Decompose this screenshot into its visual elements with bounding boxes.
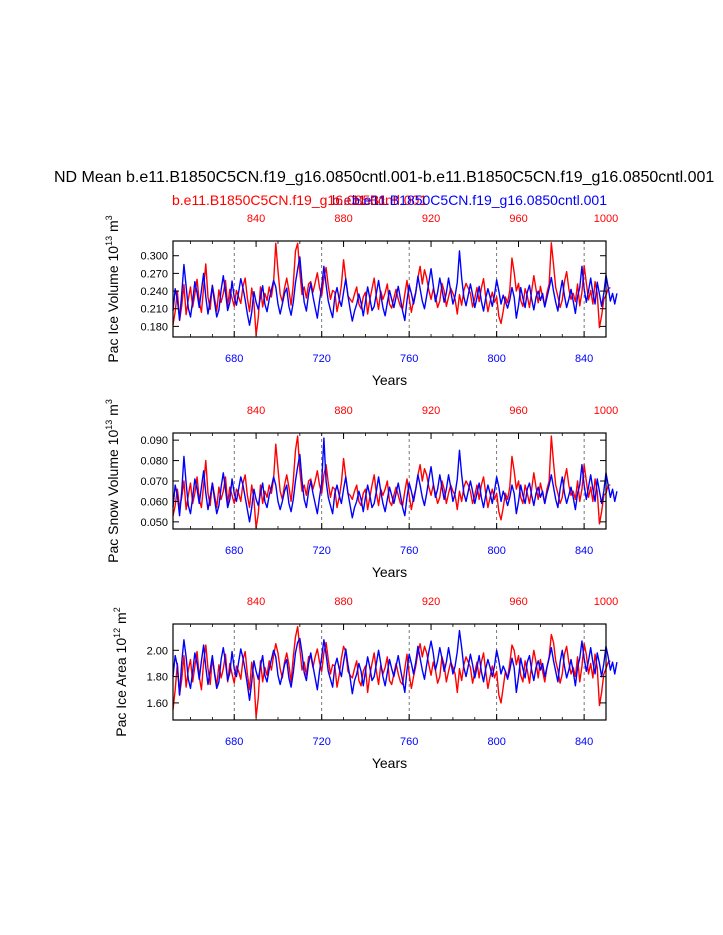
y-axis-label-part: 2	[112, 607, 122, 612]
x-tick-label-bottom: 680	[225, 736, 243, 748]
plot-frame	[172, 240, 607, 338]
subtitle-case1: b.e11.B1850C5CN.f19_g16.0850cntl.001	[172, 192, 427, 208]
x-tick-label-top: 880	[334, 213, 352, 225]
x-axis-label: Years	[372, 755, 407, 771]
x-tick-label-top: 920	[422, 405, 440, 417]
x-tick-label-top: 880	[334, 405, 352, 417]
series-line-case2	[172, 250, 618, 326]
x-tick-label-top: 960	[509, 405, 527, 417]
x-axis-label: Years	[372, 564, 407, 580]
x-tick-label-bottom: 840	[575, 353, 593, 365]
x-tick-label-top: 960	[509, 596, 527, 608]
y-tick-label: 1.60	[147, 698, 168, 710]
x-tick-label-bottom: 720	[313, 736, 331, 748]
y-tick-label: 0.210	[140, 304, 168, 316]
y-axis-label: Pac Ice Area 1012 m2	[112, 607, 129, 736]
y-axis-label-part: Pac Snow Volume 10	[105, 430, 121, 563]
x-tick-label-bottom: 800	[487, 353, 505, 365]
y-axis-label-part: 13	[104, 420, 114, 430]
y-tick-label: 0.270	[140, 268, 168, 280]
y-axis-label-part: 13	[104, 236, 114, 246]
x-tick-label-bottom: 800	[487, 736, 505, 748]
y-axis-label-part: m	[113, 612, 129, 628]
y-tick-label: 0.180	[140, 321, 168, 333]
y-tick-label: 0.090	[140, 435, 168, 447]
panel-3: 680 720 760 800 840 840 880 920 960 1000 2.00 1.80 1…	[112, 596, 618, 771]
x-tick-label-bottom: 720	[313, 353, 331, 365]
y-tick-label: 0.060	[140, 496, 168, 508]
series-line-case1	[172, 435, 611, 529]
y-tick-label: 0.070	[140, 476, 168, 488]
series-line-case1	[172, 625, 611, 719]
y-axis-label-part: m	[105, 404, 121, 420]
subtitle-case2: b.e11.B1850C5CN.f19_g16.0850cntl.001	[352, 192, 607, 208]
x-tick-label-bottom: 840	[575, 736, 593, 748]
series-line-case2	[172, 437, 618, 523]
x-tick-label-bottom: 760	[400, 353, 418, 365]
x-tick-label-bottom: 720	[313, 545, 331, 557]
y-tick-label: 2.00	[147, 645, 168, 657]
x-tick-label-bottom: 800	[487, 545, 505, 557]
subtitle-overlap: b.e11.B1	[332, 192, 387, 208]
x-tick-label-bottom: 680	[225, 545, 243, 557]
panel-2: 680 720 760 800 840 840 880 920 960 1000 0.090 0.08…	[104, 399, 618, 580]
x-tick-label-bottom: 840	[575, 545, 593, 557]
y-axis-label-part: 3	[104, 399, 114, 404]
y-axis-label: Pac Snow Volume 1013 m3	[104, 399, 121, 563]
x-tick-label-top: 840	[247, 596, 265, 608]
plot-frame	[172, 432, 607, 530]
x-tick-label-top: 920	[422, 213, 440, 225]
y-tick-label: 1.80	[147, 672, 168, 684]
y-axis-label-part: m	[105, 220, 121, 236]
y-axis-label-part: 3	[104, 215, 114, 220]
x-tick-label-top: 960	[509, 213, 527, 225]
y-tick-label: 0.050	[140, 517, 168, 529]
x-tick-label-top: 840	[247, 213, 265, 225]
y-axis-label-part: Pac Ice Volume 10	[105, 246, 121, 363]
x-tick-label-bottom: 760	[400, 545, 418, 557]
plot-frame	[172, 623, 607, 721]
main-title: ND Mean b.e11.B1850C5CN.f19_g16.0850cntl…	[54, 169, 714, 186]
y-axis-label-part: Pac Ice Area 10	[113, 638, 129, 737]
x-tick-label-top: 880	[334, 596, 352, 608]
x-tick-label-bottom: 680	[225, 353, 243, 365]
x-tick-label-top: 840	[247, 405, 265, 417]
x-tick-label-top: 1000	[594, 596, 618, 608]
x-tick-label-bottom: 760	[400, 736, 418, 748]
y-axis-label-part: 12	[112, 628, 122, 638]
x-axis-label: Years	[372, 372, 407, 388]
y-tick-label: 0.240	[140, 286, 168, 298]
series-line-case1	[172, 242, 611, 336]
x-tick-label-top: 1000	[594, 213, 618, 225]
y-tick-label: 0.080	[140, 456, 168, 468]
series-line-case2	[172, 629, 618, 701]
x-tick-label-top: 920	[422, 596, 440, 608]
panel-1: 680 720 760 800 840 840 880 920 960 1000 0.300 0.27…	[104, 213, 618, 388]
y-tick-label: 0.300	[140, 251, 168, 263]
y-axis-label: Pac Ice Volume 1013 m3	[104, 215, 121, 362]
x-tick-label-top: 1000	[594, 405, 618, 417]
